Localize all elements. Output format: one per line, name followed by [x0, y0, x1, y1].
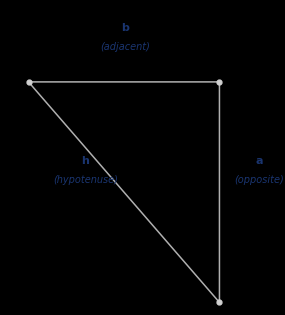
- Text: h: h: [82, 156, 89, 166]
- Text: a: a: [256, 156, 263, 166]
- Text: (opposite): (opposite): [235, 175, 284, 185]
- Text: (hypotenuse): (hypotenuse): [53, 175, 118, 185]
- Text: (adjacent): (adjacent): [101, 42, 150, 52]
- Text: b: b: [121, 23, 129, 33]
